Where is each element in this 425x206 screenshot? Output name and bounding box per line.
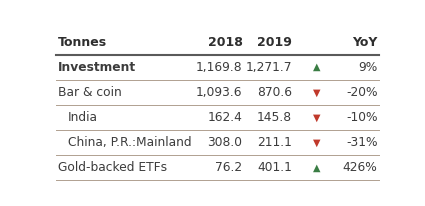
Text: 426%: 426% (343, 161, 377, 174)
Text: Tonnes: Tonnes (58, 36, 107, 49)
Text: 401.1: 401.1 (257, 161, 292, 174)
Text: India: India (68, 111, 98, 124)
Text: China, P.R.:Mainland: China, P.R.:Mainland (68, 136, 192, 149)
Text: Bar & coin: Bar & coin (58, 86, 122, 99)
Text: 1,271.7: 1,271.7 (245, 61, 292, 74)
Text: 76.2: 76.2 (215, 161, 243, 174)
Text: 162.4: 162.4 (208, 111, 243, 124)
Text: 1,093.6: 1,093.6 (196, 86, 243, 99)
Text: -31%: -31% (346, 136, 377, 149)
Text: Investment: Investment (58, 61, 136, 74)
Text: ▲: ▲ (313, 163, 320, 173)
Text: Gold-backed ETFs: Gold-backed ETFs (58, 161, 167, 174)
Text: 1,169.8: 1,169.8 (196, 61, 243, 74)
Text: 9%: 9% (358, 61, 377, 74)
Text: 2018: 2018 (208, 36, 243, 49)
Text: -20%: -20% (346, 86, 377, 99)
Text: 145.8: 145.8 (257, 111, 292, 124)
Text: ▼: ▼ (313, 87, 320, 97)
Text: YoY: YoY (352, 36, 377, 49)
Text: ▲: ▲ (313, 62, 320, 72)
Text: 211.1: 211.1 (257, 136, 292, 149)
Text: 308.0: 308.0 (207, 136, 243, 149)
Text: -10%: -10% (346, 111, 377, 124)
Text: 870.6: 870.6 (257, 86, 292, 99)
Text: 2019: 2019 (257, 36, 292, 49)
Text: ▼: ▼ (313, 112, 320, 122)
Text: ▼: ▼ (313, 137, 320, 147)
